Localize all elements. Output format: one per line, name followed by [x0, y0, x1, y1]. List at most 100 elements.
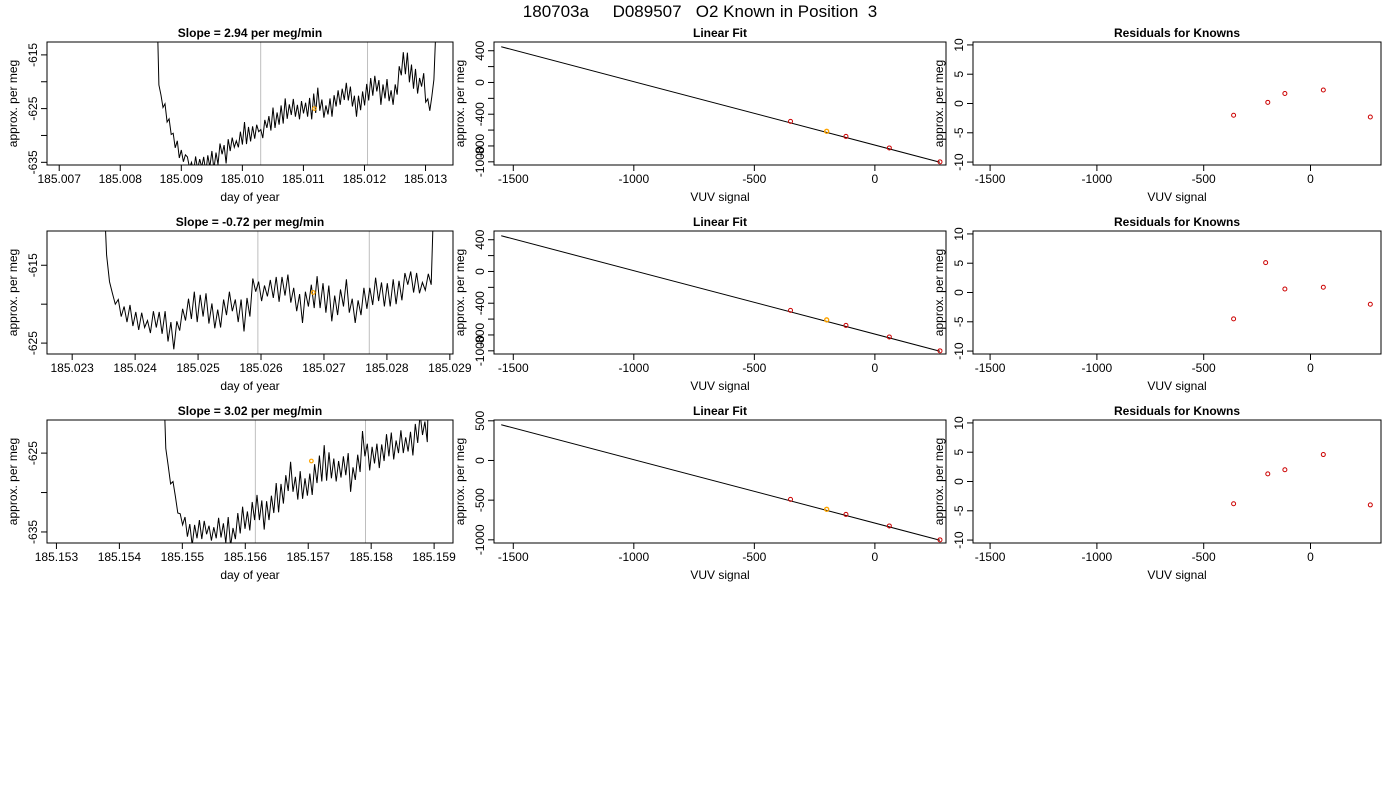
res1-xlabel: VUV signal — [1147, 190, 1206, 204]
res3-frame — [972, 419, 1382, 544]
fit3-frame — [493, 419, 947, 544]
res3-xtick-label-1: -1000 — [1082, 550, 1113, 564]
res2-ytick-label-0: 10 — [952, 227, 966, 241]
ts2-xtick-label-1: 185.024 — [113, 361, 157, 375]
fit3-xtick-label-2: -500 — [742, 550, 766, 564]
res1-xtick-label-3: 0 — [1307, 172, 1314, 186]
res3-residual-point-2 — [1282, 467, 1288, 473]
fit3-xtick-label-0: -1500 — [498, 550, 529, 564]
fit2-ytick-label-2: 0 — [473, 268, 487, 275]
fit3-plot-area — [501, 424, 943, 543]
ts2-xtick-label-0: 185.023 — [50, 361, 94, 375]
res1-ytick-label-3: -5 — [952, 127, 966, 138]
res3-xlabel: VUV signal — [1147, 568, 1206, 582]
res1-residual-point-3 — [1320, 87, 1326, 93]
ts3-ylabel: approx. per meg — [6, 438, 20, 525]
res1-ytick-label-2: 0 — [952, 100, 966, 107]
fit1-known-point-2 — [886, 145, 892, 151]
ts3-title: Slope = 3.02 per meg/min — [178, 404, 322, 418]
ts2-xtick-label-4: 185.027 — [302, 361, 346, 375]
ts3-xtick-label-6: 185.159 — [412, 550, 456, 564]
res3-residual-point-4 — [1367, 502, 1373, 508]
res2-panel: Residuals for Knowns -1500 -1000 -500 0 10 5 0 -… — [932, 215, 1382, 393]
fit3-known-point-2 — [886, 523, 892, 529]
fit2-panel: Linear Fit-1500 -1000 -500 04000-400-800-10… — [453, 215, 947, 393]
ts2-xlabel: day of year — [220, 379, 279, 393]
fit3-panel: Linear Fit -1500 -1000 -500 0 500 0 -500 -1000 VU… — [453, 404, 947, 582]
ts3-xtick-label-5: 185.158 — [349, 550, 393, 564]
fit1-ytick-label-2: 0 — [473, 79, 487, 86]
fit2-known-point-1 — [843, 322, 849, 328]
fit1-ytick-label-4: -400 — [473, 102, 487, 126]
res1-xtick-label-2: -500 — [1192, 172, 1216, 186]
fit1-ytick-label-0: 400 — [473, 40, 487, 60]
ts2-series-line — [105, 231, 434, 350]
ts2-ytick-label-0: -615 — [26, 253, 40, 277]
ts1-xtick-label-5: 185.012 — [343, 172, 387, 186]
fit1-fit-line — [501, 46, 941, 163]
fit2-ytick-label-6: -800 — [473, 323, 487, 347]
res3-ytick-label-3: -5 — [952, 505, 966, 516]
res3-residual-point-1 — [1265, 471, 1271, 477]
fit2-frame — [493, 230, 947, 355]
page-title: 180703a D089507 O2 Known in Position 3 — [522, 2, 878, 21]
res1-ytick-label-0: 10 — [952, 38, 966, 52]
res2-residual-point-3 — [1320, 284, 1326, 290]
res3-title: Residuals for Knowns — [1114, 404, 1240, 418]
ts1-ylabel: approx. per meg — [6, 60, 20, 147]
ts1-xtick-label-6: 185.013 — [404, 172, 448, 186]
res2-title: Residuals for Knowns — [1114, 215, 1240, 229]
ts3-current-marker — [308, 458, 314, 464]
ts3-panel: Slope = 3.02 per meg/min 185.153 185.154 18… — [6, 404, 456, 582]
res3-xtick-label-2: -500 — [1192, 550, 1216, 564]
res2-xtick-label-1: -1000 — [1082, 361, 1113, 375]
fit1-xtick-label-3: 0 — [872, 172, 879, 186]
fit2-known-point-0 — [788, 307, 794, 313]
res3-residual-point-0 — [1231, 501, 1237, 507]
ts3-xtick-label-3: 185.156 — [224, 550, 268, 564]
ts1-frame — [46, 41, 454, 166]
res2-ytick-label-1: 5 — [952, 260, 966, 267]
res2-ytick-label-3: -5 — [952, 316, 966, 327]
res1-ytick-label-1: 5 — [952, 71, 966, 78]
ts3-xtick-label-0: 185.153 — [35, 550, 79, 564]
fit1-ylabel: approx. per meg — [453, 60, 467, 147]
fit2-ylabel: approx. per meg — [453, 249, 467, 336]
ts2-xtick-label-2: 185.025 — [176, 361, 220, 375]
ts3-xtick-label-4: 185.157 — [287, 550, 331, 564]
fit3-known-point-0 — [788, 496, 794, 502]
res1-ylabel: approx. per meg — [932, 60, 946, 147]
res2-residual-point-1 — [1263, 260, 1269, 266]
fit2-fit-line — [501, 235, 941, 352]
res2-residual-point-2 — [1282, 286, 1288, 292]
ts1-series-line — [157, 42, 436, 165]
res3-ytick-label-4: -10 — [952, 531, 966, 549]
res1-xtick-label-1: -1000 — [1082, 172, 1113, 186]
ts1-ytick-label-2: -625 — [26, 96, 40, 120]
fit1-ytick-label-7: -1000 — [473, 146, 487, 177]
res1-title: Residuals for Knowns — [1114, 26, 1240, 40]
fit2-plot-area — [501, 235, 943, 354]
fit3-ytick-label-2: -500 — [473, 488, 487, 512]
fit1-xtick-label-1: -1000 — [618, 172, 649, 186]
res3-xtick-label-0: -1500 — [975, 550, 1006, 564]
res1-ytick-label-4: -10 — [952, 153, 966, 171]
fit3-xtick-label-3: 0 — [872, 550, 879, 564]
fit2-xlabel: VUV signal — [690, 379, 749, 393]
res2-xtick-label-3: 0 — [1307, 361, 1314, 375]
fit2-xtick-label-3: 0 — [872, 361, 879, 375]
res3-plot-area — [1231, 452, 1373, 508]
res2-residual-point-4 — [1367, 301, 1373, 307]
ts2-xtick-label-5: 185.028 — [365, 361, 409, 375]
fit3-xtick-label-1: -1000 — [618, 550, 649, 564]
fit2-xtick-label-2: -500 — [742, 361, 766, 375]
ts1-xtick-label-3: 185.010 — [221, 172, 265, 186]
ts2-frame — [46, 230, 454, 355]
res3-ytick-label-1: 5 — [952, 449, 966, 456]
res2-ytick-label-4: -10 — [952, 342, 966, 360]
res2-ytick-label-2: 0 — [952, 289, 966, 296]
fit1-xtick-label-0: -1500 — [498, 172, 529, 186]
res3-ylabel: approx. per meg — [932, 438, 946, 525]
ts2-ytick-label-2: -625 — [26, 331, 40, 355]
